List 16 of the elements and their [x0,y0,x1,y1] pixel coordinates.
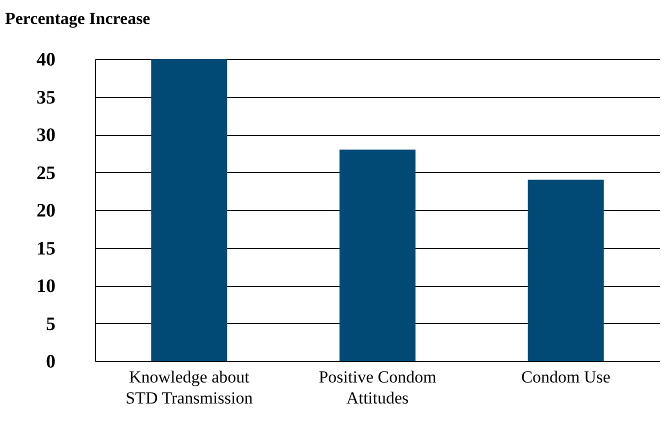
y-tick-label: 5 [46,314,56,335]
y-tick-label: 35 [36,87,56,108]
y-tick-label: 0 [46,352,56,372]
y-tick-label: 10 [36,276,56,297]
y-tick-label: 15 [36,238,56,260]
y-tick-label: 40 [36,50,56,70]
x-tick-label: Positive Condom Attitudes [318,368,436,408]
x-tick-label: Condom Use [521,368,610,386]
bar [340,150,416,361]
x-tick-label: Knowledge about STD Transmission [126,368,254,408]
y-tick-label: 25 [36,162,56,184]
bar [528,180,604,361]
bar [151,59,228,361]
y-tick-label: 30 [36,125,56,146]
chart-title: Percentage Increase [5,9,151,28]
y-tick-label: 20 [36,200,56,222]
